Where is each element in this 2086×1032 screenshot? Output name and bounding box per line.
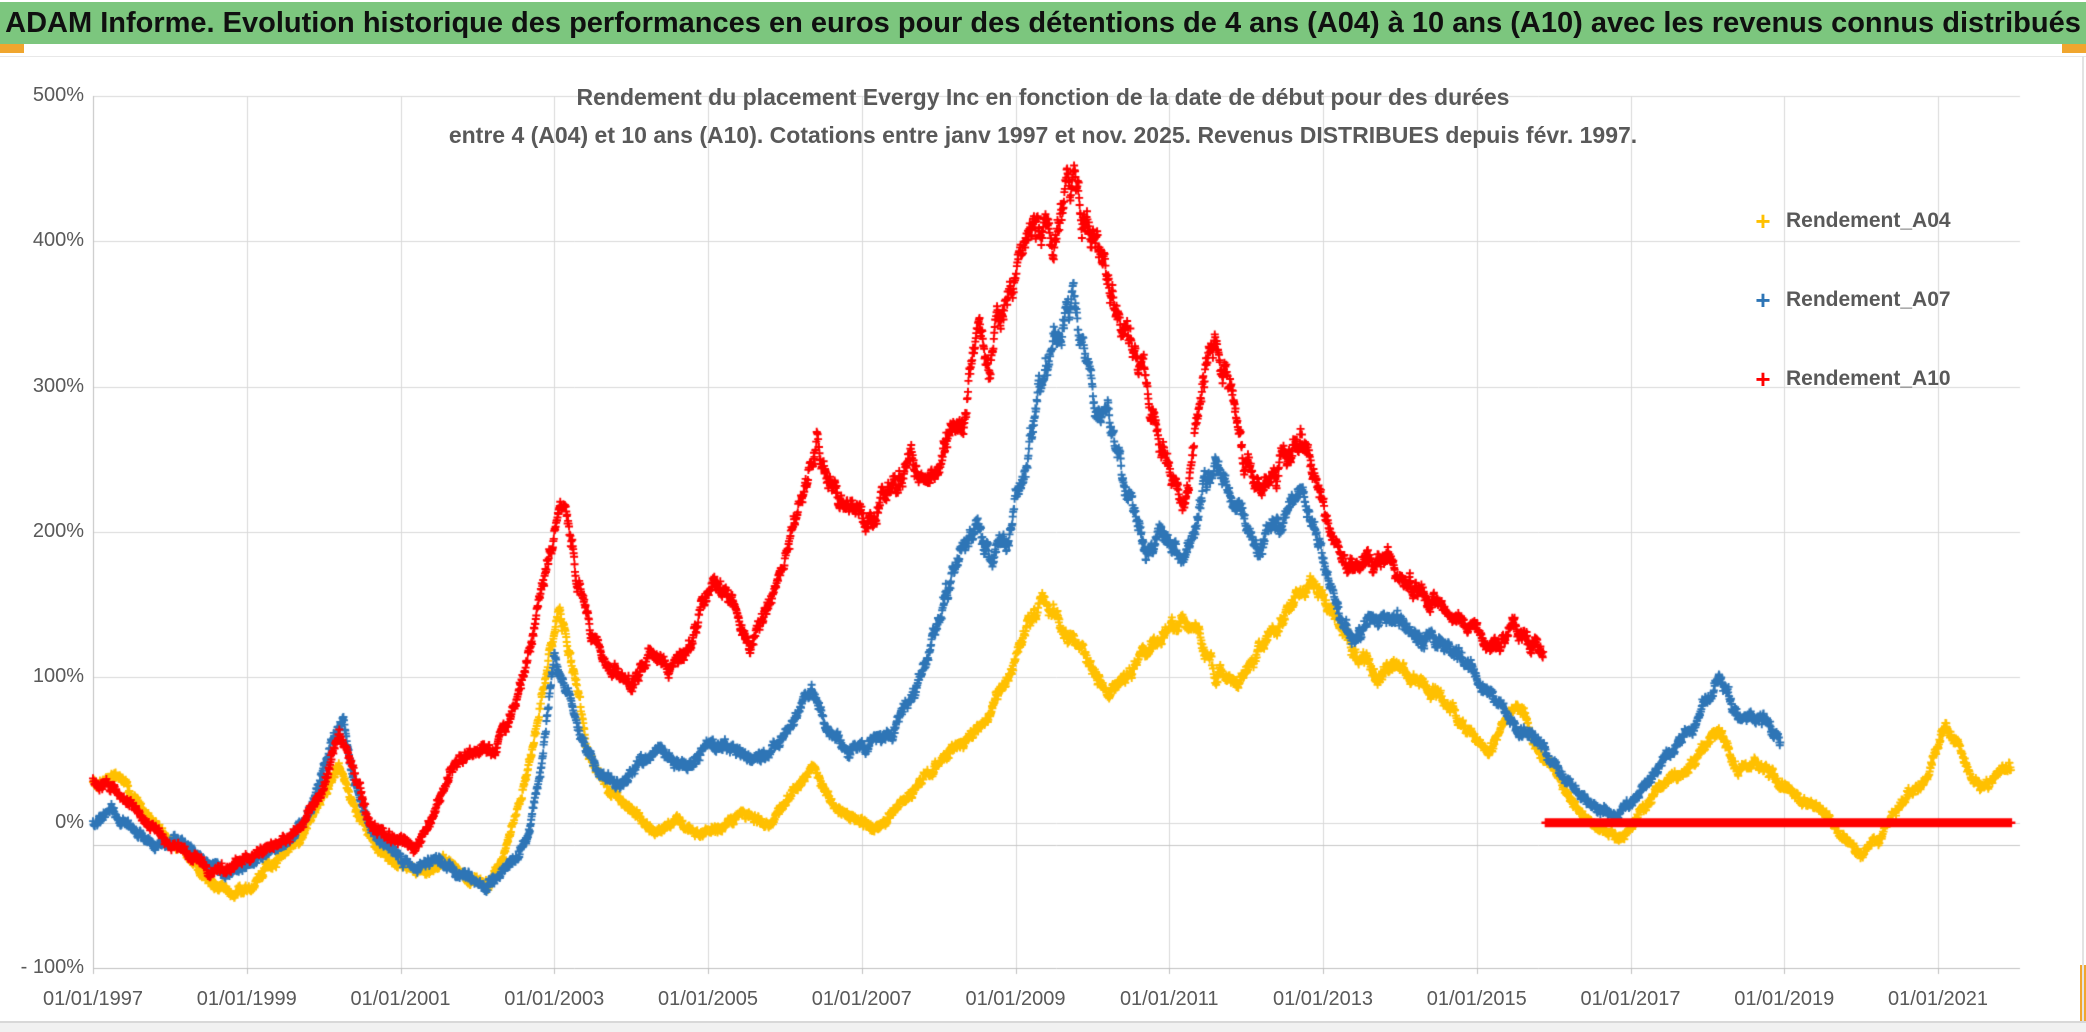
x-axis-label: 01/01/1999	[196, 988, 297, 1010]
plus-marker-icon: +	[1755, 206, 1771, 236]
x-axis-label: 01/01/2003	[504, 988, 605, 1010]
legend-label: Rendement_A04	[1786, 209, 1951, 232]
x-axis-label: 01/01/1997	[42, 988, 144, 1010]
x-axis-label: 01/01/2009	[965, 988, 1066, 1010]
chart-title-line1: Rendement du placement Evergy Inc en fon…	[576, 84, 1510, 110]
x-axis-label: 01/01/2021	[1887, 988, 1989, 1010]
legend-label: Rendement_A07	[1786, 288, 1951, 311]
chart-frame-top-border	[0, 56, 2086, 57]
corner-accent-top-left	[0, 44, 24, 53]
y-axis-label: 500%	[32, 84, 84, 106]
chart-title: Rendement du placement Evergy Inc en fon…	[398, 78, 1688, 154]
y-axis-label: 300%	[32, 374, 84, 397]
legend-item-a10[interactable]: + Rendement_A10	[1748, 356, 1951, 402]
chart-frame-right-border	[2082, 56, 2084, 1022]
legend-label: Rendement_A10	[1786, 367, 1951, 390]
x-axis-label: 01/01/2005	[657, 988, 759, 1010]
y-axis-label: 0%	[55, 810, 84, 833]
bottom-strip	[0, 1023, 2086, 1032]
y-axis-label: 200%	[32, 520, 84, 542]
y-axis-label: 400%	[32, 229, 84, 252]
legend-item-a04[interactable]: + Rendement_A04	[1748, 198, 1951, 244]
x-axis-label: 01/01/2007	[811, 988, 912, 1010]
legend-item-a07[interactable]: + Rendement_A07	[1748, 277, 1951, 323]
x-axis-label: 01/01/2001	[350, 988, 451, 1010]
banner: ADAM Informe. Evolution historique des p…	[0, 2, 2086, 44]
x-axis-label: 01/01/2019	[1734, 988, 1835, 1010]
x-axis-label: 01/01/2017	[1580, 988, 1681, 1010]
x-axis-label: 01/01/2015	[1426, 988, 1527, 1010]
x-axis-label: 01/01/2013	[1272, 988, 1374, 1010]
y-axis-label: - 100%	[20, 956, 84, 978]
chart-frame-bottom-border	[0, 1021, 2086, 1023]
chart-title-line2: entre 4 (A04) et 10 ans (A10). Cotations…	[448, 122, 1638, 148]
plus-marker-icon: +	[1755, 285, 1771, 315]
plus-marker-icon: +	[1755, 364, 1771, 394]
corner-accent-top-right	[2062, 44, 2086, 53]
y-axis-label: 100%	[32, 665, 84, 688]
banner-title: ADAM Informe. Evolution historique des p…	[5, 6, 2081, 39]
legend: + Rendement_A04 + Rendement_A07 + Rendem…	[1748, 198, 1951, 435]
x-axis-label: 01/01/2011	[1119, 988, 1219, 1010]
